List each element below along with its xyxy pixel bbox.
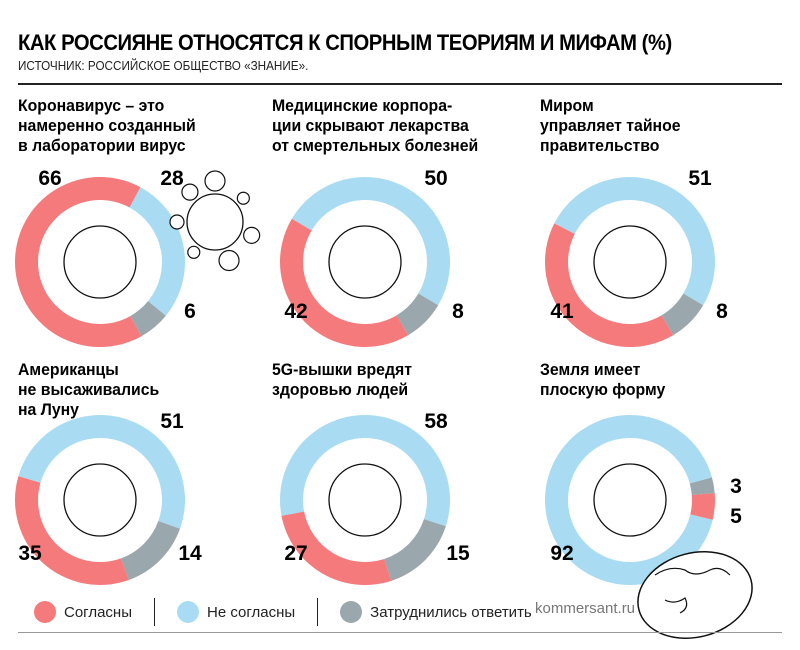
segment-agree <box>545 223 674 347</box>
label-disagree: 51 <box>688 167 712 190</box>
globe-icon <box>637 550 753 640</box>
label-unsure: 6 <box>184 300 196 323</box>
legend-agree: Согласны <box>64 603 132 621</box>
label-disagree: 50 <box>424 167 447 190</box>
virus-spike-icon <box>218 249 240 272</box>
label-unsure: 8 <box>716 300 728 323</box>
label-agree: 42 <box>284 300 307 323</box>
segment-unsure <box>689 477 715 496</box>
virus-spike-icon <box>236 191 250 205</box>
label-agree: 35 <box>18 542 42 565</box>
divider <box>18 83 782 85</box>
inner-circle <box>593 463 667 537</box>
disagree-swatch <box>176 601 199 623</box>
inner-circle <box>328 463 402 537</box>
legend-separator <box>153 598 155 626</box>
virus-spike-icon <box>169 214 185 230</box>
page-title: КАК РОССИЯНЕ ОТНОСЯТСЯ К СПОРНЫМ ТЕОРИЯМ… <box>18 30 672 55</box>
agree-swatch <box>34 601 56 623</box>
segment-agree <box>15 177 142 347</box>
label-agree: 5 <box>730 505 742 528</box>
segment-agree <box>279 218 409 348</box>
label-agree: 27 <box>284 542 307 565</box>
bottom-rule <box>18 632 782 633</box>
segment-agree <box>15 476 129 585</box>
segment-disagree <box>129 187 185 316</box>
segment-unsure <box>661 293 704 336</box>
inner-circle <box>328 225 402 299</box>
label-disagree: 51 <box>160 410 184 433</box>
label-agree: 66 <box>38 167 61 190</box>
label-disagree: 92 <box>550 542 573 565</box>
inner-circle <box>63 463 137 537</box>
segment-disagree <box>18 415 185 529</box>
segment-unsure <box>384 519 446 581</box>
legend-separator <box>317 598 319 626</box>
segment-unsure <box>130 301 166 337</box>
virus-spike-icon <box>181 183 199 201</box>
segment-disagree <box>554 176 716 306</box>
chart-title-6: Земля имеет плоскую форму <box>540 360 666 399</box>
virus-icon <box>186 193 244 251</box>
label-unsure: 15 <box>446 542 470 565</box>
chart-title-4: Американцы не высаживались на Луну <box>18 360 160 419</box>
chart-title-1: Коронавирус – это намеренно созданный в … <box>18 96 196 155</box>
segment-agree <box>281 511 392 585</box>
segment-unsure <box>396 293 439 336</box>
label-agree: 41 <box>550 300 574 323</box>
chart-title-2: Медицинские корпора- ции скрывают лекарс… <box>272 96 479 155</box>
legend: Согласны Не согласны Затруднились ответи… <box>34 598 532 626</box>
label-unsure: 8 <box>452 300 464 323</box>
label-unsure: 3 <box>730 475 742 498</box>
source-note: ИСТОЧНИК: РОССИЙСКОЕ ОБЩЕСТВО «ЗНАНИЕ». <box>18 58 309 73</box>
legend-disagree: Не согласны <box>206 603 296 621</box>
chart-title-3: Миром управляет тайное правительство <box>540 96 681 155</box>
segment-agree <box>690 493 715 520</box>
label-unsure: 14 <box>178 542 202 565</box>
virus-spike-icon <box>243 226 261 244</box>
unsure-swatch <box>340 601 363 623</box>
globe-continents-icon <box>654 567 731 614</box>
label-disagree: 58 <box>424 410 448 433</box>
virus-spike-icon <box>187 245 201 259</box>
segment-disagree <box>291 176 451 306</box>
inner-circle <box>593 225 667 299</box>
site-credit: kommersant.ru <box>535 600 636 617</box>
inner-circle <box>63 225 137 299</box>
segment-unsure <box>121 521 180 580</box>
label-disagree: 28 <box>160 167 184 190</box>
virus-spike-icon <box>204 170 226 192</box>
chart-title-5: 5G-вышки вредят здоровью людей <box>272 360 412 399</box>
legend-unsure: Затруднились ответить <box>370 603 532 621</box>
segment-disagree <box>280 415 450 527</box>
